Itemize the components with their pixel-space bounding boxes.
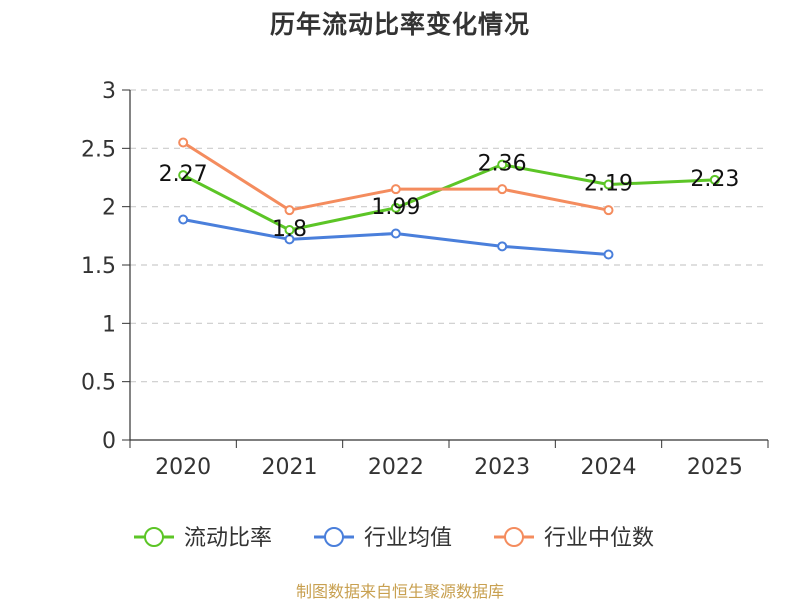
series-layer bbox=[178, 137, 720, 260]
data-labels: 2.27 1.8 1.99 2.36 2.19 2.23 bbox=[159, 152, 740, 242]
legend-label: 行业均值 bbox=[364, 526, 452, 551]
data-point bbox=[709, 174, 720, 185]
data-point bbox=[603, 179, 614, 190]
y-tick-label: 2 bbox=[102, 196, 116, 221]
data-point bbox=[284, 234, 295, 245]
data-label: 2.27 bbox=[159, 162, 208, 187]
y-tick-label: 2.5 bbox=[81, 137, 116, 162]
data-label: 2.36 bbox=[478, 152, 527, 177]
chart-title: 历年流动比率变化情况 bbox=[269, 10, 530, 39]
y-tick-label: 1 bbox=[102, 312, 116, 337]
legend-marker bbox=[324, 527, 344, 547]
axes: 0 0.5 1 1.5 2 2.5 3 2020 2021 2022 2023 2024 2025 bbox=[81, 79, 769, 480]
data-point bbox=[284, 225, 295, 235]
x-tick-label: 2023 bbox=[474, 455, 530, 480]
data-point bbox=[603, 205, 614, 216]
legend: 流动比率 行业均值 行业中位数 bbox=[134, 526, 654, 551]
x-tick-label: 2022 bbox=[368, 455, 424, 480]
data-label: 1.99 bbox=[371, 195, 420, 220]
data-point bbox=[603, 249, 614, 260]
data-point bbox=[390, 184, 401, 195]
x-tick-label: 2020 bbox=[155, 455, 211, 480]
y-tick-label: 0 bbox=[102, 429, 116, 454]
legend-label: 行业中位数 bbox=[544, 526, 654, 551]
data-label: 2.19 bbox=[584, 172, 633, 197]
data-label: 2.23 bbox=[690, 167, 739, 192]
legend-marker bbox=[504, 527, 524, 547]
y-tick-label: 1.5 bbox=[81, 254, 116, 279]
legend-marker bbox=[144, 527, 164, 547]
source-note: 制图数据来自恒生聚源数据库 bbox=[295, 582, 504, 601]
x-tick-label: 2024 bbox=[581, 455, 637, 480]
data-point bbox=[178, 137, 189, 148]
x-tick-label: 2025 bbox=[687, 455, 743, 480]
grid-lines bbox=[130, 89, 768, 383]
legend-label: 流动比率 bbox=[184, 526, 272, 551]
x-tick-label: 2021 bbox=[262, 455, 318, 480]
data-point bbox=[178, 214, 189, 225]
y-tick-label: 3 bbox=[102, 79, 116, 104]
data-point bbox=[178, 170, 189, 181]
y-tick-label: 0.5 bbox=[81, 371, 116, 396]
data-point bbox=[497, 159, 508, 170]
data-label: 1.8 bbox=[272, 217, 307, 242]
data-point bbox=[390, 202, 401, 213]
data-point bbox=[390, 228, 401, 239]
data-point bbox=[497, 184, 508, 195]
data-point bbox=[497, 241, 508, 252]
data-point bbox=[284, 205, 295, 216]
series-line bbox=[182, 163, 715, 232]
